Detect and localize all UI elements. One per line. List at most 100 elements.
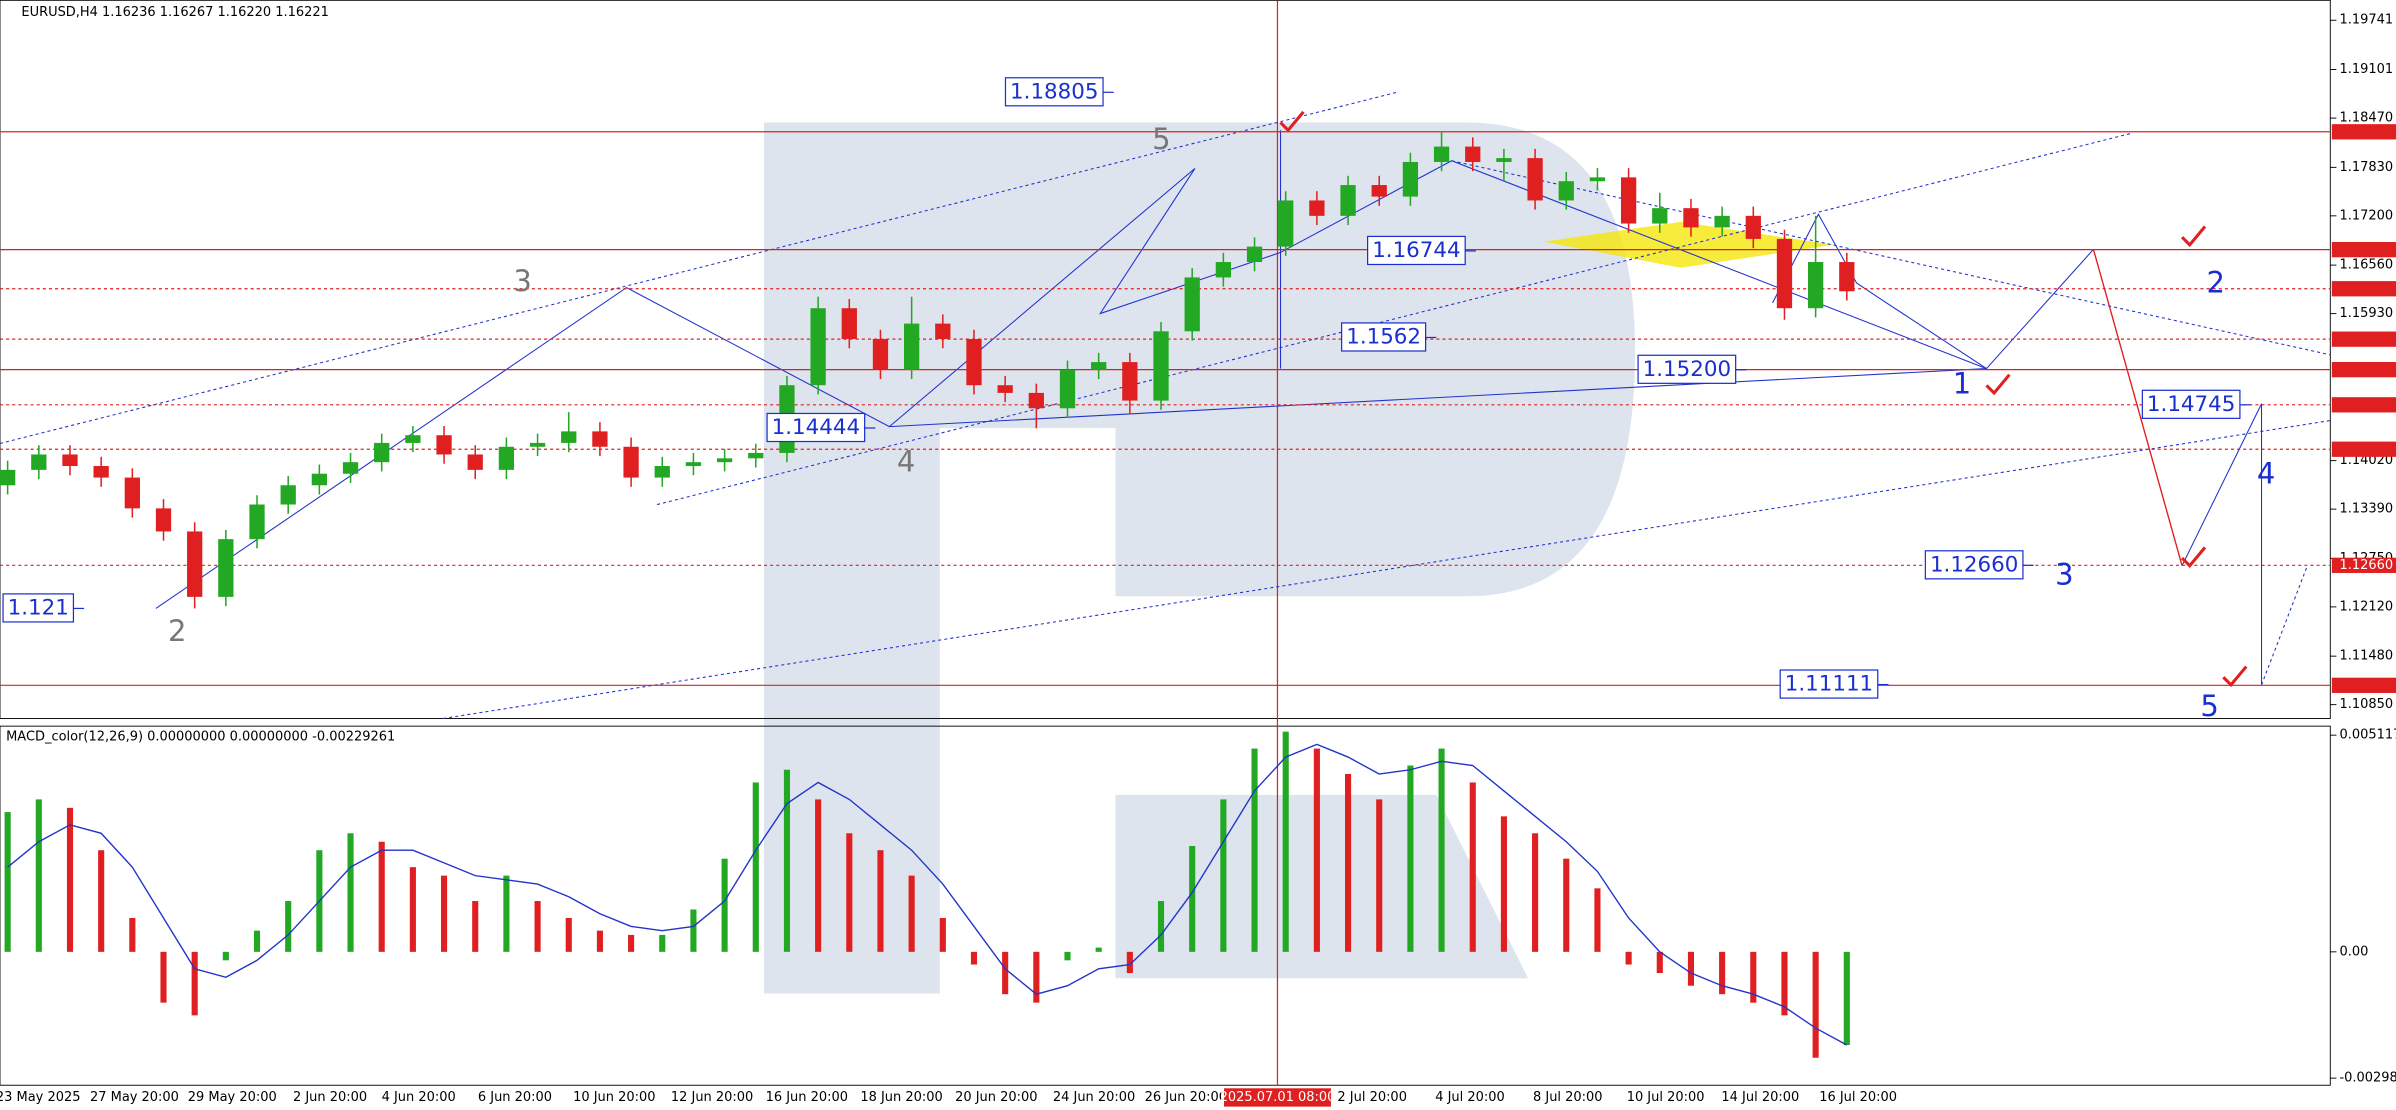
candle-body — [592, 431, 608, 447]
annotation-box — [766, 412, 866, 443]
y-tick-label: 1.18470 — [2339, 111, 2393, 126]
candle-body — [1558, 181, 1574, 201]
y-tick-label: 1.11480 — [2339, 649, 2393, 664]
candle-body — [342, 462, 359, 474]
level-annotation: 1.14745 — [2147, 392, 2235, 417]
candle-body — [1184, 277, 1200, 332]
candle-body — [1620, 177, 1637, 224]
y-tick-label: 1.19741 — [2339, 13, 2393, 28]
macd-bar — [66, 807, 74, 952]
macd-bar — [1064, 951, 1071, 961]
wave-label: 1 — [1953, 366, 1971, 400]
macd-bar — [1625, 951, 1632, 965]
level-tag — [2331, 124, 2396, 140]
macd-bar — [1843, 951, 1850, 1046]
candle-body — [1776, 238, 1793, 309]
candle-body — [1215, 262, 1232, 278]
wave-label: 4 — [897, 444, 915, 478]
macd-bar — [877, 850, 884, 952]
level-tag — [2331, 331, 2396, 347]
candle-body — [1122, 362, 1138, 401]
y-tick-label: 1.17200 — [2339, 208, 2393, 223]
level-label: 1.12660 — [2339, 558, 2393, 573]
macd-bar — [1002, 951, 1009, 995]
candle-body — [1091, 362, 1107, 370]
x-tick-label: 10 Jun 20:00 — [573, 1090, 655, 1105]
candle-body — [810, 308, 826, 386]
candle-body — [436, 435, 452, 455]
macd-bar — [970, 951, 978, 965]
x-tick-label: 14 Jul 20:00 — [1721, 1090, 1799, 1105]
x-tick-label: 23 May 2025 — [0, 1090, 80, 1105]
level-tag — [2331, 557, 2396, 573]
candle-body — [467, 454, 483, 470]
candle-body — [1652, 208, 1668, 224]
wave-label: 3 — [2055, 557, 2073, 591]
macd-bar — [1719, 951, 1726, 995]
x-tick-label: 16 Jun 20:00 — [766, 1090, 848, 1105]
macd-bar — [690, 909, 697, 952]
annotation-box — [1004, 77, 1104, 107]
candle-body — [1246, 246, 1263, 263]
check-mark — [1985, 373, 2011, 396]
macd-bar — [160, 951, 167, 1003]
candle-body — [1153, 331, 1169, 401]
level-annotation: 1.12660 — [1930, 552, 2018, 577]
wave-label: 4 — [2257, 457, 2275, 491]
candle-body — [0, 469, 16, 486]
candle-body — [280, 485, 296, 505]
plot: 1.19741 1.19101 1.18470 1.17830 1.17200 1.165… — [0, 13, 2396, 1107]
candle-body — [561, 431, 577, 443]
x-tick-label: 8 Jul 20:00 — [1533, 1090, 1603, 1105]
candle-body — [1465, 146, 1481, 162]
level-tag — [2331, 281, 2396, 297]
level-annotation: 1.121 — [8, 595, 69, 620]
wave-label: 2 — [2206, 266, 2224, 300]
level-tag — [2331, 397, 2396, 413]
macd-bar — [35, 799, 42, 952]
check-mark — [2222, 665, 2248, 688]
wave-label: 2 — [168, 614, 186, 648]
crosshair-label: 2025.07.01 08:00 — [1220, 1090, 1336, 1105]
macd-bar — [565, 917, 572, 952]
macd-bar — [191, 951, 198, 1016]
macd-bar — [1313, 748, 1320, 952]
macd-bar — [1376, 799, 1383, 952]
candle-body — [62, 454, 78, 467]
macd-bar — [1095, 947, 1102, 952]
y-tick-label: 1.19101 — [2339, 62, 2393, 77]
macd-bar — [939, 917, 946, 952]
annotation-box — [2141, 389, 2241, 419]
crosshair-tag — [1223, 1088, 1331, 1107]
candle-body — [1433, 146, 1450, 162]
candle-body — [1371, 185, 1387, 197]
candle-body — [1745, 215, 1761, 239]
macd-bar — [1500, 816, 1507, 952]
x-tick-label: 18 Jun 20:00 — [860, 1090, 942, 1105]
check-mark — [2180, 225, 2207, 248]
check-mark — [1279, 110, 1305, 133]
candle-body — [966, 339, 982, 386]
annotation-box — [2, 593, 75, 623]
level-annotation: 1.11111 — [1785, 672, 1873, 697]
level-annotation: 1.18805 — [1010, 79, 1098, 104]
x-tick-label: 29 May 20:00 — [188, 1090, 277, 1105]
candle-body — [716, 458, 733, 463]
candle-body — [405, 435, 421, 443]
x-tick-label: 16 Jul 20:00 — [1819, 1090, 1897, 1105]
forecast-drop — [2092, 249, 2183, 566]
macd-bar — [253, 930, 261, 952]
y-tick-label: 1.10850 — [2339, 697, 2393, 712]
level-tag — [2331, 362, 2396, 378]
y-tick-label: 1.17830 — [2339, 160, 2393, 175]
candle-body — [1340, 185, 1356, 216]
wave-label: 3 — [513, 264, 531, 298]
candle-body — [654, 466, 670, 478]
macd-bar — [1469, 782, 1476, 952]
y-tick-label: 1.13390 — [2339, 502, 2393, 517]
macd-bar — [783, 769, 791, 952]
candle-body — [1309, 200, 1325, 216]
macd-bar — [1157, 901, 1165, 952]
macd-bar — [1812, 951, 1819, 1058]
macd-tick-label: 0.005117 — [2339, 728, 2396, 743]
